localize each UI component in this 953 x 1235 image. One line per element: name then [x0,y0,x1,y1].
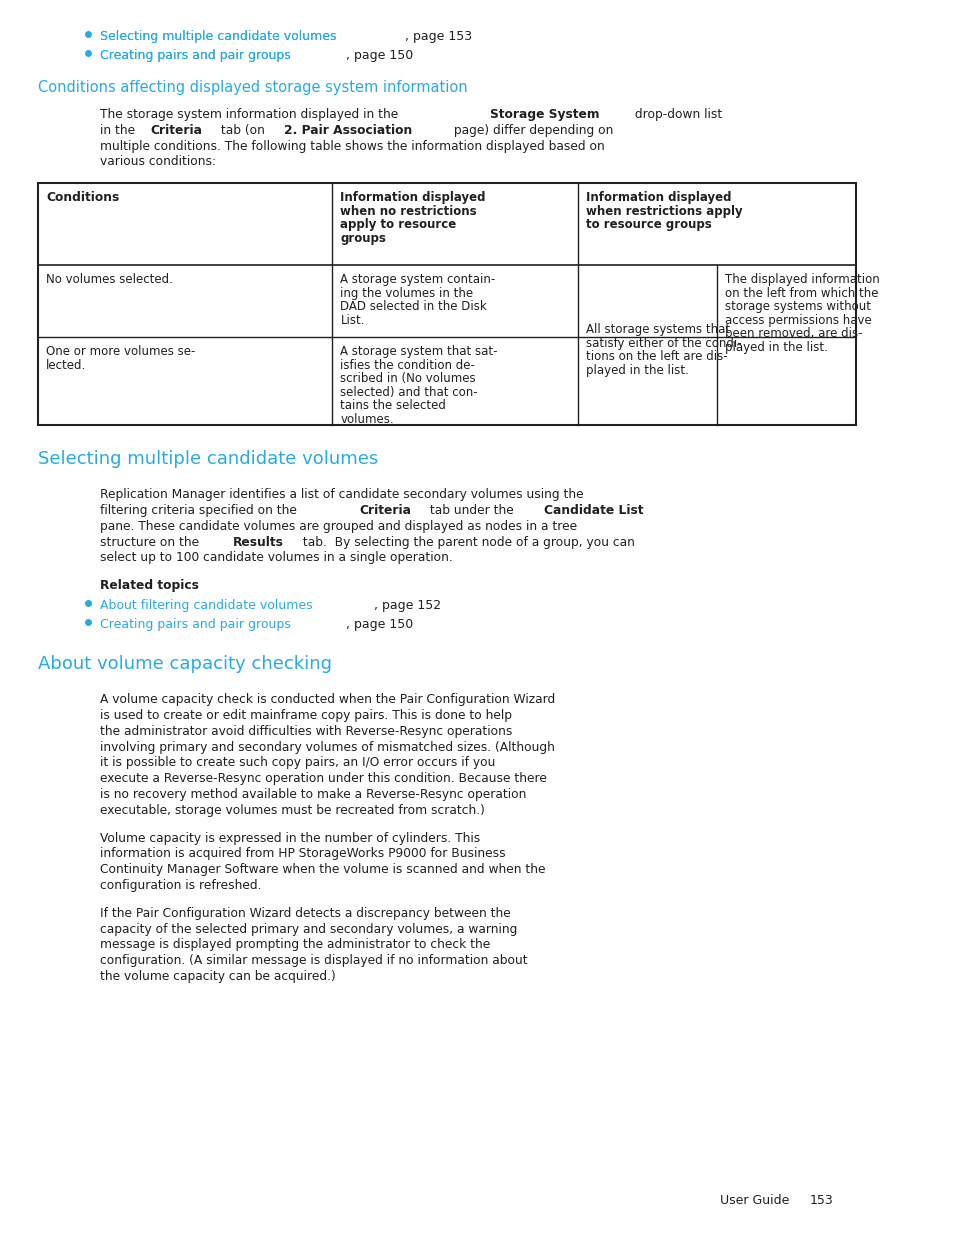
Text: tab.  By selecting the parent node of a group, you can: tab. By selecting the parent node of a g… [298,536,634,548]
Text: User Guide: User Guide [720,1194,788,1207]
Text: various conditions:: various conditions: [100,156,215,168]
Text: structure on the: structure on the [100,536,203,548]
Text: is no recovery method available to make a Reverse-Resync operation: is no recovery method available to make … [100,788,526,802]
Text: tab (on: tab (on [217,124,269,137]
Text: storage systems without: storage systems without [724,300,870,314]
Text: scribed in (No volumes: scribed in (No volumes [340,372,476,385]
Text: DAD selected in the Disk: DAD selected in the Disk [340,300,487,314]
Text: If the Pair Configuration Wizard detects a discrepancy between the: If the Pair Configuration Wizard detects… [100,906,510,920]
Text: One or more volumes se-: One or more volumes se- [46,346,195,358]
Text: involving primary and secondary volumes of mismatched sizes. (Although: involving primary and secondary volumes … [100,741,555,753]
Text: groups: groups [340,232,386,245]
Text: Selecting multiple candidate volumes: Selecting multiple candidate volumes [100,30,336,43]
Text: on the left from which the: on the left from which the [724,287,878,300]
Text: The displayed information: The displayed information [724,273,879,287]
Text: A volume capacity check is conducted when the Pair Configuration Wizard: A volume capacity check is conducted whe… [100,693,555,706]
Text: to resource groups: to resource groups [585,219,711,231]
Text: played in the list.: played in the list. [585,363,688,377]
Text: message is displayed prompting the administrator to check the: message is displayed prompting the admin… [100,939,490,951]
Text: No volumes selected.: No volumes selected. [46,273,172,287]
Text: select up to 100 candidate volumes in a single operation.: select up to 100 candidate volumes in a … [100,551,453,564]
Text: Selecting multiple candidate volumes: Selecting multiple candidate volumes [38,451,377,468]
Text: Information displayed: Information displayed [340,191,485,204]
Text: selected) and that con-: selected) and that con- [340,385,477,399]
Text: Selecting multiple candidate volumes: Selecting multiple candidate volumes [100,30,336,43]
Text: Continuity Manager Software when the volume is scanned and when the: Continuity Manager Software when the vol… [100,863,545,876]
Text: 2. Pair Association: 2. Pair Association [284,124,412,137]
Text: played in the list.: played in the list. [724,341,827,353]
Text: tions on the left are dis-: tions on the left are dis- [585,351,727,363]
Text: isfies the condition de-: isfies the condition de- [340,358,475,372]
Text: , page 153: , page 153 [405,30,472,43]
Text: 153: 153 [809,1194,833,1207]
Text: tab under the: tab under the [426,504,517,517]
Text: A storage system that sat-: A storage system that sat- [340,346,497,358]
Text: configuration. (A similar message is displayed if no information about: configuration. (A similar message is dis… [100,955,527,967]
Text: A storage system contain-: A storage system contain- [340,273,496,287]
Text: access permissions have: access permissions have [724,314,871,327]
Text: lected.: lected. [46,358,86,372]
Text: information is acquired from HP StorageWorks P9000 for Business: information is acquired from HP StorageW… [100,847,505,861]
Text: Creating pairs and pair groups: Creating pairs and pair groups [100,49,291,62]
Text: Creating pairs and pair groups: Creating pairs and pair groups [100,619,291,631]
Text: the volume capacity can be acquired.): the volume capacity can be acquired.) [100,969,335,983]
Text: , page 152: , page 152 [374,599,441,613]
Text: multiple conditions. The following table shows the information displayed based o: multiple conditions. The following table… [100,140,604,153]
Text: Replication Manager identifies a list of candidate secondary volumes using the: Replication Manager identifies a list of… [100,488,583,501]
Text: configuration is refreshed.: configuration is refreshed. [100,879,261,892]
Text: tains the selected: tains the selected [340,399,446,412]
Bar [38,183,855,425]
Text: it is possible to create such copy pairs, an I/O error occurs if you: it is possible to create such copy pairs… [100,756,495,769]
Text: been removed, are dis-: been removed, are dis- [724,327,862,340]
Text: apply to resource: apply to resource [340,219,456,231]
Text: Conditions: Conditions [46,191,119,204]
Text: The storage system information displayed in the: The storage system information displayed… [100,107,402,121]
Text: Conditions affecting displayed storage system information: Conditions affecting displayed storage s… [38,80,467,95]
Text: pane. These candidate volumes are grouped and displayed as nodes in a tree: pane. These candidate volumes are groupe… [100,520,577,532]
Text: executable, storage volumes must be recreated from scratch.): executable, storage volumes must be recr… [100,804,484,816]
Text: drop-down list: drop-down list [631,107,721,121]
Text: Related topics: Related topics [100,579,198,593]
Text: satisfy either of the condi-: satisfy either of the condi- [585,337,740,350]
Text: About volume capacity checking: About volume capacity checking [38,656,332,673]
Text: List.: List. [340,314,365,327]
Text: All storage systems that: All storage systems that [585,324,729,336]
Text: execute a Reverse-Resync operation under this condition. Because there: execute a Reverse-Resync operation under… [100,772,546,785]
Text: when no restrictions: when no restrictions [340,205,476,217]
Text: ing the volumes in the: ing the volumes in the [340,287,473,300]
Text: Candidate List: Candidate List [544,504,643,517]
Text: Results: Results [233,536,283,548]
Text: Criteria: Criteria [358,504,411,517]
Text: Volume capacity is expressed in the number of cylinders. This: Volume capacity is expressed in the numb… [100,831,479,845]
Text: Criteria: Criteria [151,124,202,137]
Text: , page 150: , page 150 [346,49,413,62]
Text: Information displayed: Information displayed [585,191,731,204]
Text: , page 150: , page 150 [346,619,413,631]
Text: volumes.: volumes. [340,412,394,426]
Text: About filtering candidate volumes: About filtering candidate volumes [100,599,313,613]
Text: the administrator avoid difficulties with Reverse-Resync operations: the administrator avoid difficulties wit… [100,725,512,737]
Text: Storage System: Storage System [489,107,598,121]
Text: page) differ depending on: page) differ depending on [449,124,613,137]
Text: capacity of the selected primary and secondary volumes, a warning: capacity of the selected primary and sec… [100,923,517,936]
Text: in the: in the [100,124,139,137]
Text: Creating pairs and pair groups: Creating pairs and pair groups [100,49,291,62]
Text: is used to create or edit mainframe copy pairs. This is done to help: is used to create or edit mainframe copy… [100,709,512,722]
Text: when restrictions apply: when restrictions apply [585,205,741,217]
Text: filtering criteria specified on the: filtering criteria specified on the [100,504,300,517]
